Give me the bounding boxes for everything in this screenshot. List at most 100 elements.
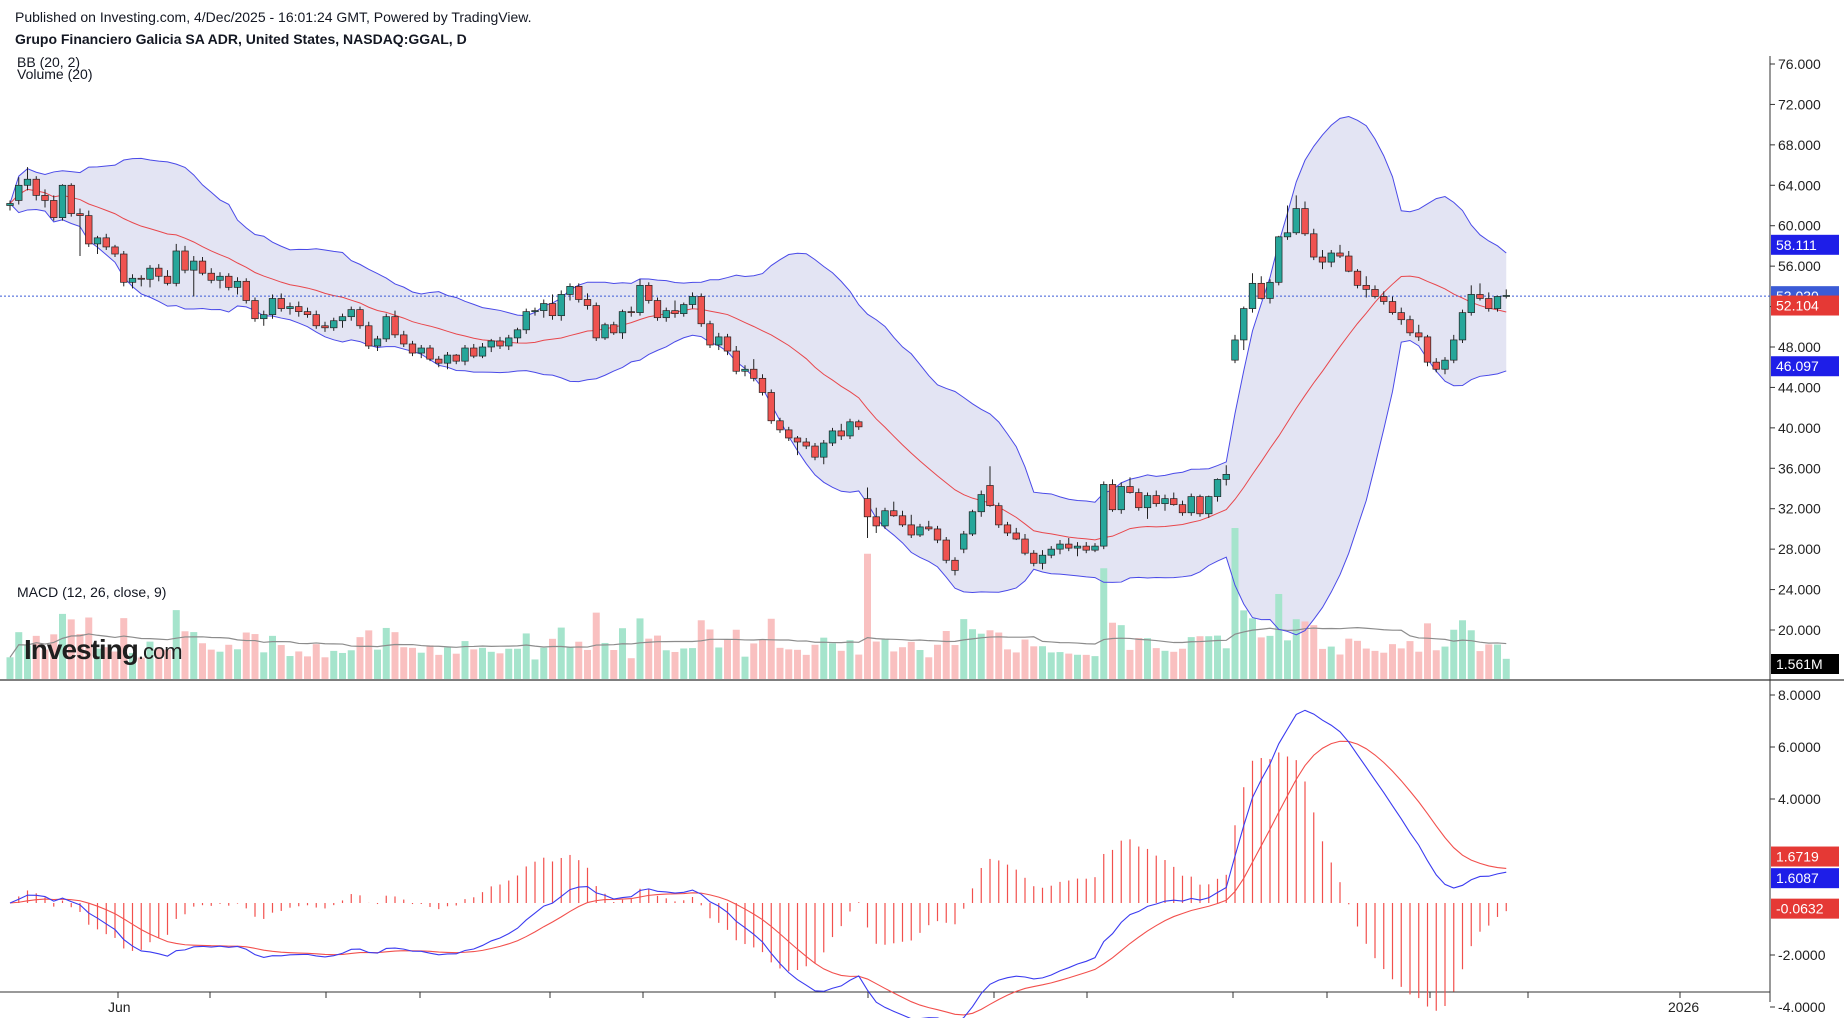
volume-bar <box>741 656 749 679</box>
candle-down <box>995 505 1003 526</box>
candle-down <box>1432 361 1440 370</box>
volume-bar <box>1310 625 1318 679</box>
volume-bar <box>549 638 556 679</box>
candle-down <box>1388 301 1397 313</box>
candle-down <box>1003 524 1012 534</box>
candle-down <box>120 253 128 283</box>
volume-tag-bg <box>1771 654 1839 674</box>
candle-down <box>1485 298 1493 309</box>
volume-bar <box>636 618 644 679</box>
candle-down <box>155 267 163 277</box>
volume-indicator-label[interactable]: Volume (20) <box>17 66 93 82</box>
candle-down <box>1336 252 1344 257</box>
candle-up <box>6 203 14 206</box>
volume-bar <box>969 629 976 679</box>
candle-down <box>41 195 49 201</box>
candle-down <box>312 314 320 327</box>
candle-up <box>1038 554 1047 564</box>
candle-up <box>1231 339 1239 361</box>
volume-bar <box>59 613 66 679</box>
candle-up <box>15 184 23 201</box>
volume-bar <box>1205 636 1213 679</box>
candle-down <box>207 272 215 281</box>
candle-down <box>1397 312 1405 321</box>
candle-down <box>1310 233 1318 258</box>
volume-bar <box>32 635 40 679</box>
macd-indicator-label[interactable]: MACD (12, 26, close, 9) <box>17 584 167 600</box>
volume-bar <box>6 657 14 679</box>
volume-bar <box>50 634 58 679</box>
volume-bar <box>356 637 364 679</box>
candle-up <box>741 368 749 372</box>
volume-bar <box>951 645 959 679</box>
candle-up <box>1248 282 1257 309</box>
candle-down <box>723 336 732 352</box>
candle-up <box>960 533 968 550</box>
candle-down <box>76 213 84 216</box>
candle-up <box>216 275 224 281</box>
price-tick-label: 48.000 <box>1778 339 1821 355</box>
candle-down <box>496 340 504 347</box>
volume-bar <box>829 643 836 679</box>
volume-bar <box>907 641 915 679</box>
volume-bar <box>925 657 933 679</box>
volume-bar <box>1257 637 1265 679</box>
candle-up <box>715 336 723 346</box>
candle-up <box>1222 474 1230 480</box>
macd-tick-label: -2.0000 <box>1778 947 1826 963</box>
candle-up <box>1205 496 1213 515</box>
volume-bar <box>24 645 31 679</box>
volume-bar <box>1485 644 1493 679</box>
candle-down <box>1318 256 1327 263</box>
candle-up <box>618 311 627 334</box>
volume-bar <box>1056 652 1064 679</box>
volume-bar <box>146 641 154 679</box>
candle-up <box>522 311 530 331</box>
volume-bar <box>575 641 583 679</box>
candle-down <box>1170 498 1178 506</box>
candle-up <box>1467 294 1475 313</box>
candle-down <box>67 184 75 214</box>
volume-bar <box>671 651 679 679</box>
volume-bar <box>120 618 128 679</box>
volume-bar <box>1406 641 1414 679</box>
candle-down <box>1380 296 1388 302</box>
volume-bar <box>1065 653 1073 679</box>
candle-down <box>251 300 259 320</box>
volume-bar <box>1441 646 1449 679</box>
candle-down <box>1415 332 1423 338</box>
volume-bar <box>1135 638 1143 679</box>
volume-bar <box>470 649 478 679</box>
volume-bar <box>260 652 268 679</box>
volume-bar <box>269 635 276 679</box>
candle-down <box>758 377 767 393</box>
candle-up <box>557 294 565 317</box>
macd-pane <box>9 709 1507 1018</box>
candle-down <box>470 347 478 357</box>
volume-ma-line <box>9 627 1507 658</box>
volume-bar <box>1144 638 1151 679</box>
candle-up <box>146 267 154 280</box>
volume-bar <box>1012 652 1020 679</box>
candle-down <box>1476 294 1484 299</box>
volume-bar <box>400 647 408 679</box>
volume-bar <box>1327 646 1335 679</box>
candle-down <box>1108 484 1117 511</box>
volume-bar <box>76 633 84 679</box>
volume-bar <box>41 649 49 679</box>
candle-down <box>408 343 417 354</box>
volume-bar <box>1196 636 1204 679</box>
bollinger-lower-line <box>9 203 1507 636</box>
volume-bar <box>697 620 705 679</box>
bb-indicator-label[interactable]: BB (20, 2) <box>17 54 81 70</box>
candle-down <box>1301 208 1309 235</box>
candle-down <box>785 429 793 439</box>
candle-down <box>1178 504 1187 514</box>
candle-down <box>653 300 662 319</box>
volume-bar <box>286 656 294 679</box>
candle-up <box>443 354 452 364</box>
time-tick-label: 2026 <box>1668 999 1699 1015</box>
candle-up <box>1441 359 1449 370</box>
candle-down <box>295 306 303 312</box>
